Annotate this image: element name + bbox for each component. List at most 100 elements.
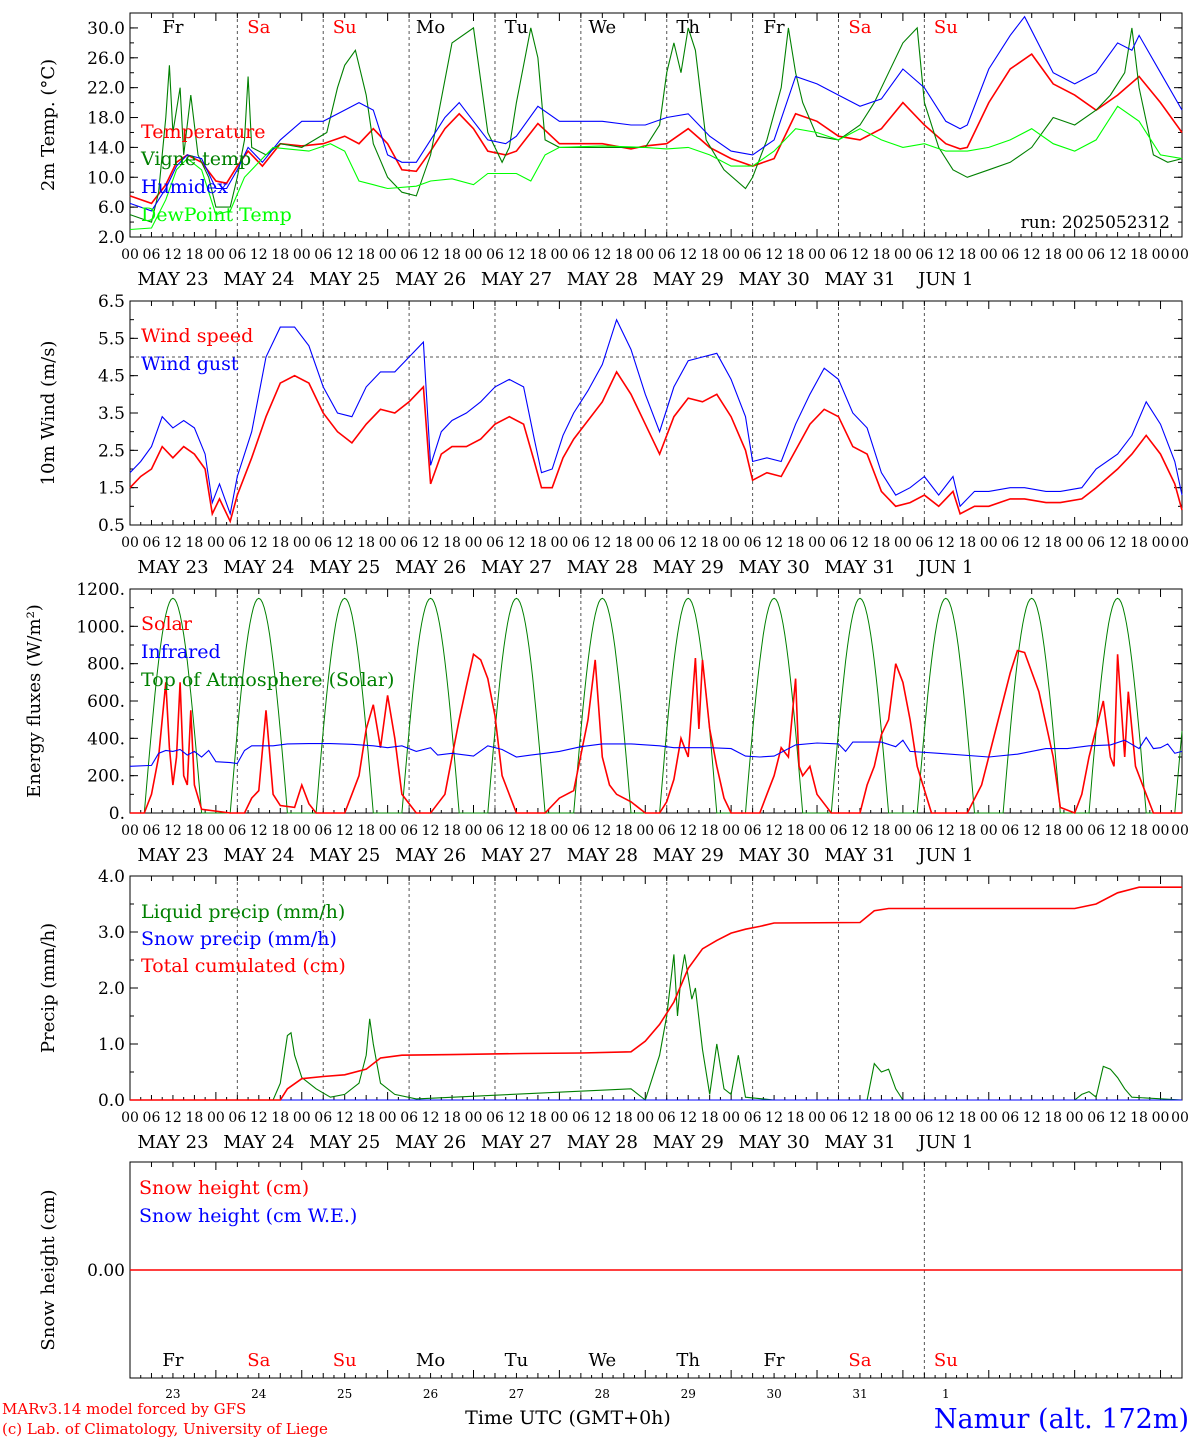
series-humidex-line xyxy=(129,15,1183,212)
hour-label: 00 xyxy=(894,823,912,839)
day-label: MAY 31 xyxy=(824,1132,895,1153)
hour-label: 12 xyxy=(1109,823,1127,839)
hour-label: 18 xyxy=(443,823,461,839)
day-label: MAY 25 xyxy=(309,269,380,290)
hour-label: 12 xyxy=(1023,535,1041,551)
hour-label: 18 xyxy=(1130,823,1148,839)
hour-label: 12 xyxy=(422,247,440,263)
hour-label: 12 xyxy=(336,247,354,263)
hour-label: 06 xyxy=(400,823,418,839)
day-number: 31 xyxy=(852,1387,867,1401)
hour-label: 12 xyxy=(765,823,783,839)
hour-label: 18 xyxy=(701,535,719,551)
legend-entry: Temperature xyxy=(141,121,265,143)
hour-label: 18 xyxy=(873,1110,891,1126)
hour-label: 00 xyxy=(1152,1110,1170,1126)
hour-label: 18 xyxy=(701,1110,719,1126)
hour-label: 12 xyxy=(593,823,611,839)
hour-label: 06 xyxy=(400,247,418,263)
hour-label: 12 xyxy=(164,823,182,839)
weekday-label: Su xyxy=(333,17,357,38)
hour-label: 00 xyxy=(121,823,139,839)
y-tick-label: 2.0 xyxy=(98,979,125,999)
hour-label: 12 xyxy=(679,535,697,551)
hour-label: 12 xyxy=(422,535,440,551)
y-tick-label: 0.5 xyxy=(98,516,125,536)
weekday-label: We xyxy=(588,17,616,38)
hour-label: 12 xyxy=(250,247,268,263)
hour-label: 06 xyxy=(314,1110,332,1126)
hour-label: 06 xyxy=(228,247,246,263)
hour-label: 18 xyxy=(185,247,203,263)
hour-label: 00 xyxy=(207,1110,225,1126)
day-label: MAY 25 xyxy=(309,845,380,866)
hour-label: 18 xyxy=(873,535,891,551)
legend-entry: Snow precip (mm/h) xyxy=(141,928,337,950)
day-label: MAY 25 xyxy=(309,1132,380,1153)
hour-label: 06 xyxy=(314,247,332,263)
panel-frame xyxy=(129,588,1183,814)
hour-label: 06 xyxy=(1001,823,1019,839)
hour-label: 12 xyxy=(937,535,955,551)
hour-label: 06 xyxy=(486,1110,504,1126)
day-label: JUN 1 xyxy=(916,269,973,290)
hour-label: 06 xyxy=(486,823,504,839)
day-label: MAY 26 xyxy=(395,557,466,578)
day-label: MAY 27 xyxy=(481,557,552,578)
y-tick-label: 18.0 xyxy=(87,109,125,129)
hour-label: 18 xyxy=(1044,1110,1062,1126)
hour-label: 00 xyxy=(636,1110,654,1126)
series-wind-speed-line xyxy=(129,370,1183,524)
day-label: JUN 1 xyxy=(916,557,973,578)
day-label: MAY 30 xyxy=(738,269,809,290)
hour-label: 06 xyxy=(915,247,933,263)
day-number: 30 xyxy=(766,1387,781,1401)
hour-label: 18 xyxy=(357,535,375,551)
hour-label: 18 xyxy=(271,535,289,551)
hour-label: 12 xyxy=(593,247,611,263)
day-label: MAY 28 xyxy=(567,1132,638,1153)
hour-label: 18 xyxy=(271,247,289,263)
y-tick-label: 1.5 xyxy=(98,479,125,499)
hour-label: 12 xyxy=(1023,823,1041,839)
y-tick-label: 14.0 xyxy=(87,138,125,158)
hour-label: 06 xyxy=(143,823,161,839)
day-number: 29 xyxy=(681,1387,696,1401)
y-tick-label: 22.0 xyxy=(87,79,125,99)
hour-label: 12 xyxy=(422,1110,440,1126)
hour-label: 00 xyxy=(722,535,740,551)
hour-label: 12 xyxy=(851,247,869,263)
hour-label: 00 xyxy=(550,247,568,263)
hour-label: 06 xyxy=(486,535,504,551)
y-tick-label: 10.0 xyxy=(87,168,125,188)
hour-label: 12 xyxy=(937,247,955,263)
day-number: 1 xyxy=(942,1387,950,1401)
day-label: MAY 30 xyxy=(738,557,809,578)
y-axis-label: Energy fluxes (W/m²) xyxy=(24,604,45,798)
day-label: MAY 24 xyxy=(223,845,294,866)
hour-label: 00 xyxy=(465,823,483,839)
hour-label: 00 xyxy=(894,247,912,263)
hour-label: 00 xyxy=(121,1110,139,1126)
hour-label: 06 xyxy=(143,535,161,551)
hour-label: 18 xyxy=(529,823,547,839)
panel-frame xyxy=(129,300,1183,526)
hour-label: 18 xyxy=(787,823,805,839)
hour-label: 00 xyxy=(379,1110,397,1126)
hour-label: 12 xyxy=(1109,1110,1127,1126)
hour-label: 06 xyxy=(1087,823,1105,839)
day-label: MAY 29 xyxy=(653,1132,724,1153)
hour-label: 12 xyxy=(508,823,526,839)
y-tick-label: 200. xyxy=(87,767,125,787)
hour-label: 12 xyxy=(679,1110,697,1126)
footer-lab: (c) Lab. of Climatology, University of L… xyxy=(2,1420,328,1438)
hour-label: 00 xyxy=(465,247,483,263)
hour-label: 18 xyxy=(958,1110,976,1126)
hour-label: 00 xyxy=(1152,247,1170,263)
y-tick-label: 0.00 xyxy=(87,1261,125,1281)
hour-label: 00 xyxy=(550,823,568,839)
hour-label: 00 xyxy=(636,535,654,551)
legend-entry: Total cumulated (cm) xyxy=(141,955,346,977)
hour-label: 06 xyxy=(915,1110,933,1126)
day-number: 27 xyxy=(509,1387,524,1401)
